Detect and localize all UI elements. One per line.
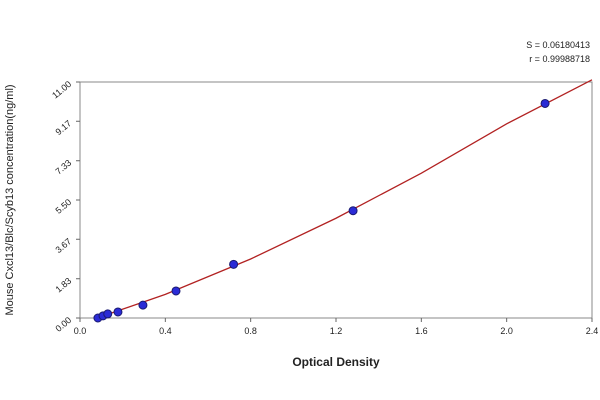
x-tick-label: 2.0 [500,326,513,336]
y-tick-label: 3.67 [53,236,73,255]
data-point [229,259,239,269]
y-tick-label: 5.50 [53,197,73,216]
x-tick-label: 1.2 [330,326,343,336]
data-point [540,98,550,108]
data-point [348,206,358,216]
y-tick-label: 7.33 [53,158,73,177]
stat-s: S = 0.06180413 [526,40,590,50]
x-tick-label: 0.4 [159,326,172,336]
data-point [103,309,113,319]
x-tick-label: 0.8 [244,326,257,336]
data-point [113,307,123,317]
y-tick-label: 0.00 [53,315,73,334]
plot-frame [79,81,593,319]
y-tick-label: 9.17 [53,118,73,137]
data-point [171,286,181,296]
y-tick-label: 11.00 [50,79,73,101]
x-axis-label: Optical Density [292,355,380,369]
stat-r: r = 0.99988718 [529,54,590,64]
x-tick-label: 0.0 [74,326,87,336]
x-tick-label: 2.4 [586,326,599,336]
x-tick-label: 1.6 [415,326,428,336]
y-tick-label: 1.83 [53,276,73,295]
y-axis-label: Mouse Cxcl13/Blc/Scyb13 concentration(ng… [4,84,16,315]
fit-curve [96,79,593,319]
data-point [138,300,148,310]
